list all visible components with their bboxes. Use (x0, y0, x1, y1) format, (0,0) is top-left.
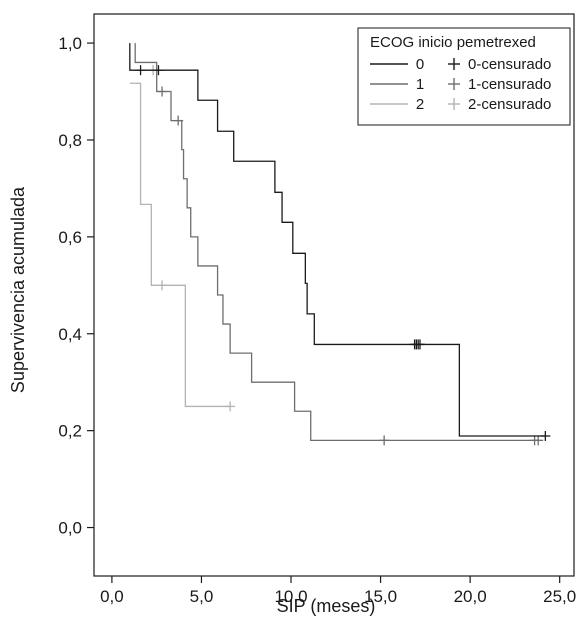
legend-censor-label: 0-censurado (468, 56, 551, 73)
censor-marker-0 (414, 339, 425, 350)
legend-row-2: 2 2-censurado (370, 96, 551, 113)
legend: ECOG inicio pemetrexed 0 0-censurado 1 1-ce… (357, 27, 571, 126)
censor-marker-1 (533, 435, 544, 446)
censor-marker-0 (153, 65, 164, 76)
y-tick-label: 0,8 (58, 131, 82, 150)
plot-frame (93, 13, 575, 577)
x-tick-label: 0,0 (100, 587, 124, 606)
censor-marker-2 (157, 280, 168, 291)
legend-censor-label: 2-censurado (468, 96, 551, 113)
x-tick-label: 5,0 (190, 587, 214, 606)
legend-row-0: 0 0-censurado (370, 56, 551, 73)
y-tick-label: 1,0 (58, 34, 82, 53)
censor-marker-0 (135, 65, 146, 76)
x-tick-label: 15,0 (364, 587, 397, 606)
censor-marker-2 (225, 401, 236, 412)
series-2-line (129, 82, 231, 408)
legend-title: ECOG inicio pemetrexed (370, 34, 536, 51)
series-1-line (134, 43, 539, 441)
legend-row-1: 1 1-censurado (370, 76, 551, 93)
legend-line-label: 0 (416, 56, 424, 73)
y-tick-label: 0,2 (58, 422, 82, 441)
censor-marker-1 (157, 86, 168, 97)
y-tick-label: 0,0 (58, 519, 82, 538)
censor-marker-1 (173, 115, 184, 126)
legend-box (357, 27, 571, 126)
legend-censor-label: 1-censurado (468, 76, 551, 93)
legend-line-label: 2 (416, 96, 424, 113)
x-tick-label: 25,0 (543, 587, 576, 606)
censor-marker-0 (540, 430, 551, 441)
x-axis: 0,0 5,0 10,0 15,0 20,0 25,0 (100, 576, 576, 606)
y-axis: 0,0 0,2 0,4 0,6 0,8 1,0 (58, 34, 94, 538)
series-layer (129, 43, 551, 446)
y-tick-label: 0,6 (58, 228, 82, 247)
censor-marker-1 (379, 435, 390, 446)
x-tick-label: 10,0 (274, 587, 307, 606)
y-axis-title: Supervivencia acumulada (8, 186, 28, 393)
series-0-line (129, 43, 546, 437)
legend-rows: 0 0-censurado 1 1-censurado 2 2-censurado (370, 56, 551, 113)
legend-line-label: 1 (416, 76, 424, 93)
x-tick-label: 20,0 (454, 587, 487, 606)
y-tick-label: 0,4 (58, 325, 82, 344)
x-axis-title: SIP (meses) (277, 596, 376, 616)
